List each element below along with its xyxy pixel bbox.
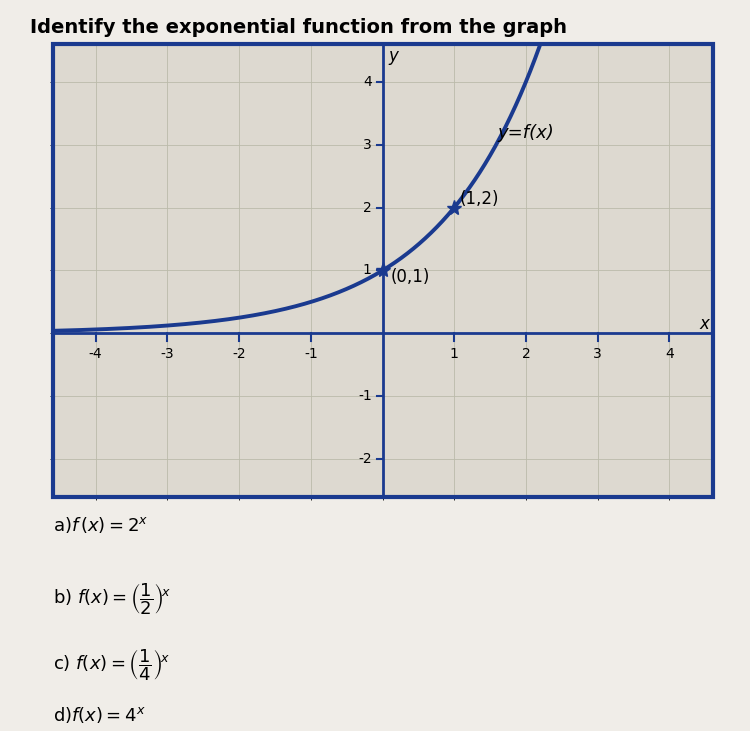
- Text: y: y: [388, 47, 398, 65]
- Text: 1: 1: [450, 347, 459, 361]
- Text: (0,1): (0,1): [391, 268, 430, 286]
- Text: -2: -2: [232, 347, 246, 361]
- Text: a)$f\,(x) = 2^x$: a)$f\,(x) = 2^x$: [53, 515, 148, 535]
- Text: 2: 2: [363, 200, 372, 214]
- Text: c) $f(x) = \left(\dfrac{1}{4}\right)^{\!x}$: c) $f(x) = \left(\dfrac{1}{4}\right)^{\!…: [53, 647, 170, 683]
- Text: b) $f(x) = \left(\dfrac{1}{2}\right)^{\!x}$: b) $f(x) = \left(\dfrac{1}{2}\right)^{\!…: [53, 581, 171, 617]
- Text: d)$f(x) = 4^x$: d)$f(x) = 4^x$: [53, 705, 146, 725]
- Text: y=f(x): y=f(x): [497, 124, 554, 143]
- Text: 3: 3: [593, 347, 602, 361]
- Text: -4: -4: [88, 347, 102, 361]
- Text: 4: 4: [363, 75, 372, 88]
- Text: 2: 2: [521, 347, 530, 361]
- Text: x: x: [699, 315, 709, 333]
- Text: 3: 3: [363, 137, 372, 151]
- Text: -1: -1: [358, 390, 372, 404]
- Text: -2: -2: [358, 452, 372, 466]
- Text: 4: 4: [665, 347, 674, 361]
- Text: -1: -1: [304, 347, 318, 361]
- Text: (1,2): (1,2): [460, 190, 500, 208]
- Text: -3: -3: [160, 347, 174, 361]
- Bar: [53, 44, 712, 497]
- Text: 1: 1: [363, 263, 372, 278]
- Text: Identify the exponential function from the graph: Identify the exponential function from t…: [30, 18, 567, 37]
